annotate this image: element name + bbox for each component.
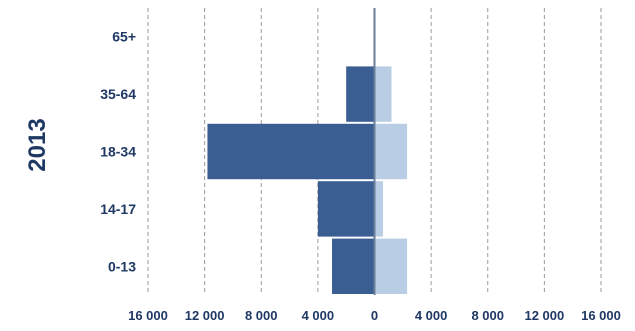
left-bar-0-13: [332, 238, 375, 294]
left-bar-14-17: [317, 181, 375, 237]
left-bar-18-34: [207, 123, 375, 180]
category-label: 18-34: [100, 144, 136, 160]
x-tick-label: 4 000: [415, 308, 448, 323]
category-label: 65+: [112, 29, 136, 45]
x-tick-label: 12 000: [524, 308, 564, 323]
right-bar-0-13: [374, 238, 408, 294]
bar-layer: [207, 66, 408, 294]
left-bar-35-64: [346, 66, 375, 122]
x-tick-label: 4 000: [302, 308, 335, 323]
category-label: 35-64: [100, 86, 136, 102]
right-bar-35-64: [374, 66, 392, 122]
right-bar-18-34: [374, 123, 408, 180]
category-label: 14-17: [100, 201, 136, 217]
x-tick-label: 12 000: [185, 308, 225, 323]
side-year-label: 2013: [24, 118, 51, 171]
category-label: 0-13: [108, 258, 136, 274]
x-tick-label: 8 000: [471, 308, 504, 323]
axis-layer: 16 000 12 000 8 000 4 000 0 4 000 8 000 12 000 1…: [128, 8, 621, 323]
label-layer: 2013 0-13 14-17 18-34 35-64 65+: [24, 29, 136, 275]
x-tick-label: 16 000: [581, 308, 621, 323]
x-tick-label: 0: [371, 308, 378, 323]
right-bar-14-17: [374, 181, 383, 237]
x-tick-label: 8 000: [245, 308, 278, 323]
x-tick-label: 16 000: [128, 308, 168, 323]
